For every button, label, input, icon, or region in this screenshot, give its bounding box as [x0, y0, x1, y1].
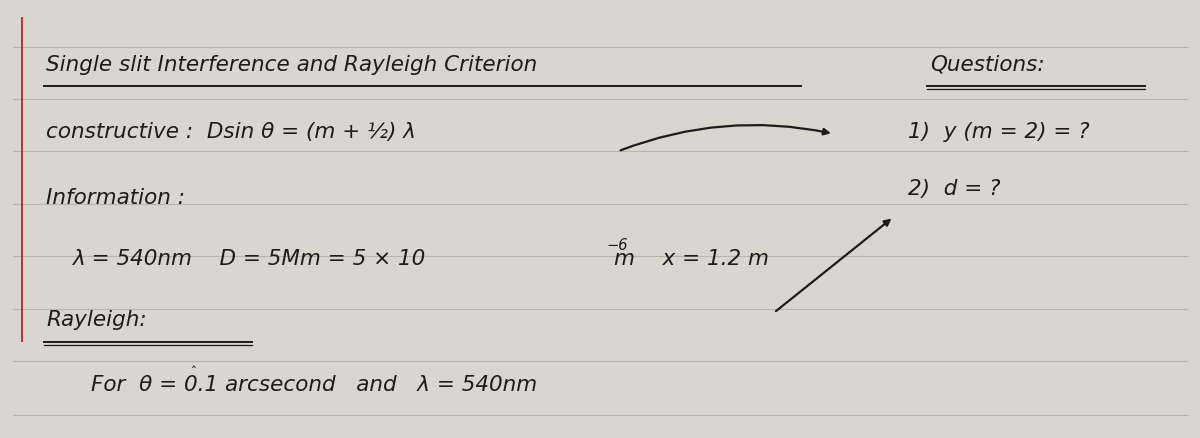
- Text: m    x = 1.2 m: m x = 1.2 m: [614, 249, 769, 269]
- Text: Single slit Interference and Rayleigh Criterion: Single slit Interference and Rayleigh Cr…: [47, 55, 538, 74]
- Text: 2)  d = ?: 2) d = ?: [908, 179, 1001, 199]
- Text: −6: −6: [606, 237, 628, 253]
- Text: λ = 540nm    D = 5Mm = 5 × 10: λ = 540nm D = 5Mm = 5 × 10: [73, 249, 426, 269]
- Text: Questions:: Questions:: [930, 55, 1044, 74]
- Text: For  θ = 0.1 arcsecond   and   λ = 540nm: For θ = 0.1 arcsecond and λ = 540nm: [90, 375, 536, 396]
- Text: 1)  y (m = 2) = ?: 1) y (m = 2) = ?: [908, 122, 1090, 142]
- Text: constructive :  Dsin θ = (m + ½) λ: constructive : Dsin θ = (m + ½) λ: [47, 122, 416, 142]
- Text: Information :: Information :: [47, 188, 185, 208]
- Text: Rayleigh:: Rayleigh:: [47, 310, 146, 330]
